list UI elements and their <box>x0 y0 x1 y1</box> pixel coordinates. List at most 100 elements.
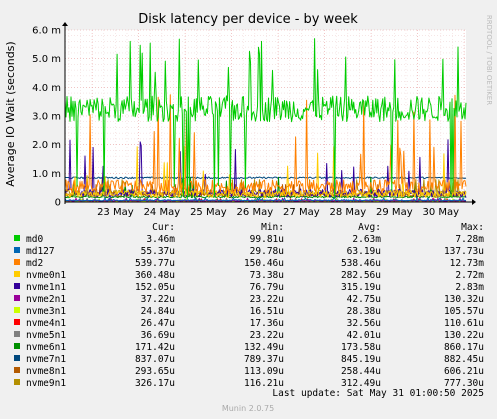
legend-max-nvme7n1: 882.45u <box>444 354 484 365</box>
legend-cur-nvme4n1: 26.47u <box>141 318 175 329</box>
legend-max-nvme9n1: 777.30u <box>444 378 484 389</box>
legend-header-min: Min: <box>261 222 284 233</box>
legend-cur-nvme3n1: 24.84u <box>141 306 175 317</box>
series-line-md0 <box>64 38 467 200</box>
legend-name-nvme4n1: nvme4n1 <box>26 318 66 329</box>
legend-max-md2: 12.73m <box>450 258 485 269</box>
legend-swatch-nvme9n1 <box>14 379 20 385</box>
legend-max-nvme0n1: 2.72m <box>455 270 484 281</box>
legend-swatch-nvme1n1 <box>14 283 20 289</box>
legend-name-nvme7n1: nvme7n1 <box>26 354 66 365</box>
x-tick-label: 24 May <box>144 207 181 218</box>
legend-max-md0: 7.28m <box>455 234 484 245</box>
legend-cur-nvme0n1: 360.48u <box>135 270 175 281</box>
legend-swatch-nvme4n1 <box>14 319 20 325</box>
legend-name-nvme2n1: nvme2n1 <box>26 294 66 305</box>
x-tick-label: 29 May <box>376 207 413 218</box>
legend-swatch-nvme6n1 <box>14 343 20 349</box>
legend-avg-md0: 2.63m <box>352 234 381 245</box>
legend-name-nvme6n1: nvme6n1 <box>26 342 66 353</box>
legend-name-nvme1n1: nvme1n1 <box>26 282 66 293</box>
legend-swatch-nvme7n1 <box>14 355 20 361</box>
legend-cur-nvme6n1: 171.42u <box>135 342 175 353</box>
legend-name-nvme8n1: nvme8n1 <box>26 366 66 377</box>
legend-swatch-nvme8n1 <box>14 367 20 373</box>
legend-cur-md0: 3.46m <box>146 234 175 245</box>
legend-avg-nvme6n1: 173.58u <box>341 342 381 353</box>
rrdtool-watermark: RRDTOOL / TOBI OETIKER <box>485 15 493 105</box>
legend-header-avg: Avg: <box>358 222 381 233</box>
legend-avg-md2: 538.46u <box>341 258 381 269</box>
legend-avg-nvme7n1: 845.19u <box>341 354 381 365</box>
legend-cur-md2: 539.77u <box>135 258 175 269</box>
legend-min-nvme0n1: 73.38u <box>250 270 284 281</box>
y-tick-label: 1.0 m <box>32 169 61 180</box>
legend-avg-md127: 63.19u <box>347 246 381 257</box>
y-axis-label: Average IO Wait (seconds) <box>4 41 17 186</box>
legend-cur-md127: 55.37u <box>141 246 175 257</box>
series-lines <box>64 38 467 202</box>
legend-header-max: Max: <box>461 222 484 233</box>
y-tick-label: 0 <box>55 198 61 209</box>
legend-avg-nvme5n1: 42.01u <box>347 330 381 341</box>
legend-avg-nvme4n1: 32.56u <box>347 318 381 329</box>
legend-swatch-md127 <box>14 247 20 253</box>
legend-min-md2: 150.46u <box>244 258 284 269</box>
legend-swatch-nvme0n1 <box>14 271 20 277</box>
legend-name-md127: md127 <box>26 246 55 257</box>
legend-name-md0: md0 <box>26 234 43 245</box>
legend-swatch-nvme5n1 <box>14 331 20 337</box>
legend-max-nvme3n1: 105.57u <box>444 306 484 317</box>
legend-name-nvme0n1: nvme0n1 <box>26 270 66 281</box>
x-tick-label: 28 May <box>330 207 367 218</box>
legend-min-nvme6n1: 132.49u <box>244 342 284 353</box>
legend-min-md127: 29.78u <box>250 246 284 257</box>
legend-cur-nvme9n1: 326.17u <box>135 378 175 389</box>
x-tick-labels: 23 May 24 May 25 May 26 May 27 May 28 May 29 M… <box>97 207 459 218</box>
legend-avg-nvme2n1: 42.75u <box>347 294 381 305</box>
x-tick-label: 27 May <box>283 207 320 218</box>
legend-name-md2: md2 <box>26 258 43 269</box>
legend-min-nvme1n1: 76.79u <box>250 282 284 293</box>
legend-max-nvme4n1: 110.61u <box>444 318 484 329</box>
y-tick-label: 2.0 m <box>32 140 61 151</box>
y-tick-label: 4.0 m <box>32 83 61 94</box>
last-update-text: Last update: Sat May 31 01:00:50 2025 <box>272 388 484 399</box>
legend-name-nvme9n1: nvme9n1 <box>26 378 66 389</box>
y-tick-label: 3.0 m <box>32 112 61 123</box>
x-tick-label: 26 May <box>237 207 274 218</box>
legend-min-nvme8n1: 113.09u <box>244 366 284 377</box>
x-tick-label: 23 May <box>97 207 134 218</box>
series-line-md2 <box>64 94 467 194</box>
legend-min-nvme7n1: 789.37u <box>244 354 284 365</box>
y-tick-labels: 0 1.0 m 2.0 m 3.0 m 4.0 m 5.0 m 6.0 m <box>32 26 61 209</box>
legend-swatch-nvme2n1 <box>14 295 20 301</box>
legend-avg-nvme9n1: 312.49u <box>341 378 381 389</box>
legend: Cur: Min: Avg: Max: md0 3.46m 99.81u 2.63m 7.28m… <box>14 222 484 389</box>
legend-min-nvme5n1: 23.22u <box>250 330 284 341</box>
y-tick-label: 5.0 m <box>32 54 61 65</box>
legend-cur-nvme2n1: 37.22u <box>141 294 175 305</box>
legend-swatch-md0 <box>14 235 20 241</box>
x-tick-label: 25 May <box>190 207 227 218</box>
legend-max-nvme6n1: 860.17u <box>444 342 484 353</box>
legend-swatch-nvme3n1 <box>14 307 20 313</box>
x-axis-arrow <box>472 199 476 205</box>
legend-name-nvme3n1: nvme3n1 <box>26 306 66 317</box>
legend-max-nvme8n1: 606.21u <box>444 366 484 377</box>
legend-header-cur: Cur: <box>152 222 175 233</box>
legend-min-nvme4n1: 17.36u <box>250 318 284 329</box>
legend-cur-nvme5n1: 36.69u <box>141 330 175 341</box>
y-tick-label: 6.0 m <box>32 26 61 37</box>
series-line-md127 <box>64 197 466 202</box>
legend-max-nvme1n1: 2.83m <box>455 282 484 293</box>
chart-title: Disk latency per device - by week <box>138 12 358 27</box>
legend-max-nvme2n1: 130.32u <box>444 294 484 305</box>
legend-name-nvme5n1: nvme5n1 <box>26 330 66 341</box>
legend-avg-nvme1n1: 315.19u <box>341 282 381 293</box>
legend-avg-nvme0n1: 282.56u <box>341 270 381 281</box>
legend-cur-nvme1n1: 152.05u <box>135 282 175 293</box>
grid-lines <box>65 29 466 203</box>
